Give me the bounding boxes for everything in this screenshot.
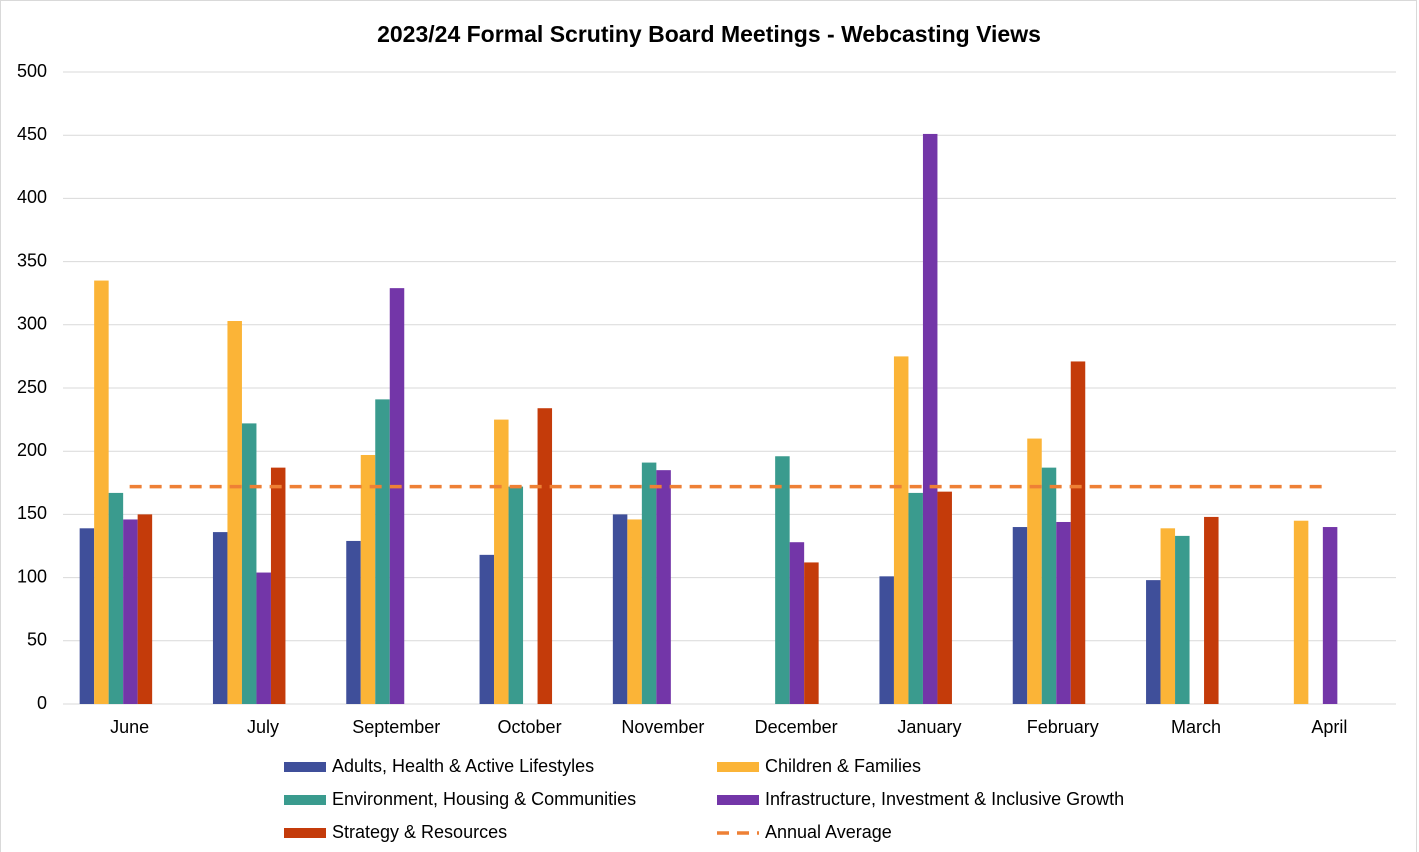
- bar: [508, 486, 524, 704]
- bar: [804, 562, 819, 704]
- x-tick-label: December: [755, 717, 838, 737]
- legend-swatch: [284, 828, 326, 838]
- legend-label: Annual Average: [765, 822, 892, 842]
- x-tick-label: October: [498, 717, 562, 737]
- bar: [1204, 516, 1219, 704]
- bar: [346, 540, 361, 704]
- bar: [775, 456, 790, 704]
- bar: [1293, 520, 1309, 704]
- bar: [1322, 527, 1338, 704]
- legend-swatch: [284, 762, 326, 772]
- legend-label: Adults, Health & Active Lifestyles: [332, 756, 594, 776]
- bar: [1012, 527, 1028, 704]
- bar: [1175, 535, 1190, 704]
- y-tick-label: 100: [17, 566, 47, 586]
- bar: [627, 519, 642, 704]
- bar: [360, 454, 376, 704]
- bar: [1070, 361, 1086, 704]
- bar: [108, 492, 124, 704]
- bar: [893, 356, 909, 704]
- bar: [212, 532, 228, 704]
- x-tick-label: June: [110, 717, 149, 737]
- bar: [908, 492, 923, 704]
- bar: [241, 423, 257, 704]
- bar: [227, 321, 242, 704]
- x-tick-label: April: [1311, 717, 1347, 737]
- x-tick-label: September: [352, 717, 440, 737]
- bar: [94, 280, 109, 704]
- bar: [375, 399, 390, 704]
- bar: [137, 514, 153, 704]
- bar: [537, 408, 553, 704]
- bar: [389, 288, 405, 704]
- bar: [612, 514, 628, 704]
- legend-swatch: [717, 795, 759, 805]
- bar: [1056, 521, 1071, 704]
- x-tick-label: November: [621, 717, 704, 737]
- x-tick-label: February: [1027, 717, 1099, 737]
- y-tick-label: 450: [17, 124, 47, 144]
- bar: [270, 467, 286, 704]
- legend-swatch: [284, 795, 326, 805]
- bar: [656, 470, 671, 704]
- y-tick-label: 350: [17, 250, 47, 270]
- bar: [922, 133, 938, 704]
- y-tick-label: 500: [17, 61, 47, 81]
- y-tick-label: 0: [37, 693, 47, 713]
- bar: [79, 528, 95, 704]
- bar: [123, 519, 138, 704]
- bar: [256, 572, 271, 704]
- bar: [479, 554, 495, 704]
- bar: [937, 491, 952, 704]
- bar: [1041, 467, 1057, 704]
- x-tick-label: March: [1171, 717, 1221, 737]
- bar: [494, 419, 509, 704]
- y-tick-label: 400: [17, 187, 47, 207]
- legend-label: Infrastructure, Investment & Inclusive G…: [765, 789, 1124, 809]
- x-tick-label: January: [897, 717, 961, 737]
- y-tick-label: 200: [17, 440, 47, 460]
- legend-label: Environment, Housing & Communities: [332, 789, 636, 809]
- legend-label: Children & Families: [765, 756, 921, 776]
- bar: [1160, 528, 1176, 704]
- bar: [641, 462, 657, 704]
- y-tick-label: 300: [17, 314, 47, 334]
- legend-label: Strategy & Resources: [332, 822, 507, 842]
- legend-swatch: [717, 762, 759, 772]
- bar: [1027, 438, 1042, 704]
- bar: [1146, 580, 1161, 704]
- y-tick-label: 250: [17, 377, 47, 397]
- bar: [789, 542, 805, 704]
- x-tick-label: July: [247, 717, 279, 737]
- bar: [879, 576, 894, 704]
- y-tick-label: 150: [17, 503, 47, 523]
- y-tick-label: 50: [27, 630, 47, 650]
- chart-title: 2023/24 Formal Scrutiny Board Meetings -…: [377, 21, 1041, 47]
